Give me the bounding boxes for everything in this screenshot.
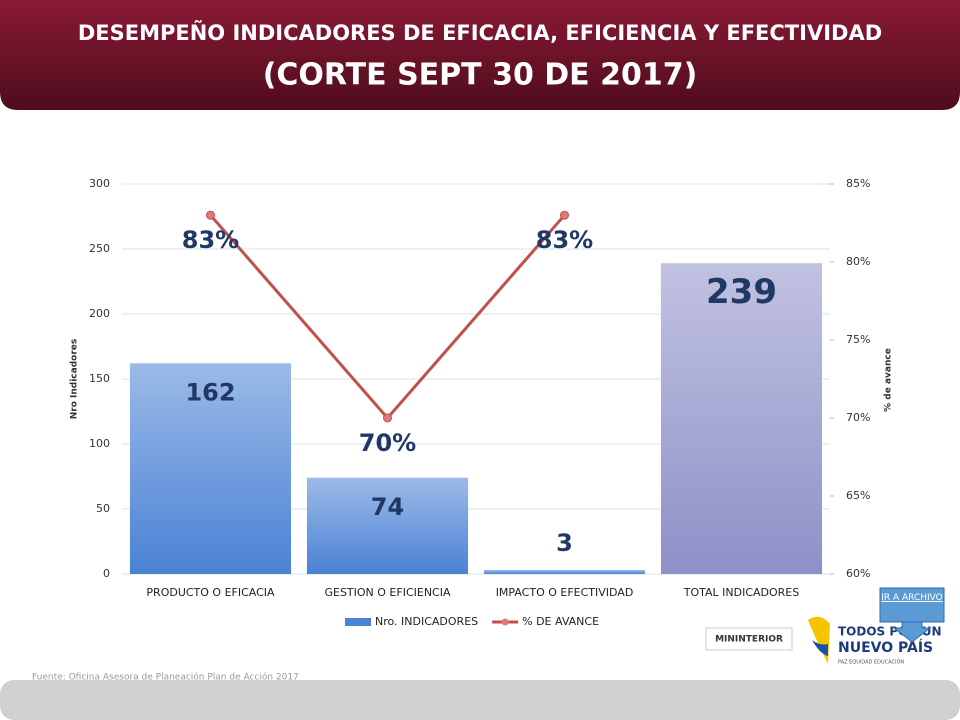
x-tick-label: GESTION O EFICIENCIA (324, 586, 451, 599)
footer-bar (0, 680, 960, 720)
y2-axis-title: % de avance (884, 348, 894, 412)
logo-mininterior: MININTERIOR (715, 635, 783, 645)
y2-tick-label: 75% (846, 333, 870, 346)
logo-box (705, 627, 793, 651)
x-tick-label: IMPACTO O EFECTIVIDAD (496, 586, 634, 599)
logo-flag (812, 640, 828, 656)
bar-shine (483, 570, 646, 574)
title: DESEMPEÑO INDICADORES DE EFICACIA, EFICI… (78, 20, 882, 45)
y-tick-label: 200 (89, 307, 110, 320)
logo-text: PAZ EQUIDAD EDUCACIÓN (838, 659, 904, 666)
y2-tick-label: 70% (846, 411, 870, 424)
y2-tick-label: 60% (846, 567, 870, 580)
button-label[interactable]: IR A ARCHIVO (881, 593, 943, 603)
legend-swatch (345, 618, 371, 626)
logo-flag (808, 616, 830, 664)
y-tick-label: 150 (89, 372, 110, 385)
y-tick-label: 100 (89, 437, 110, 450)
legend-label: Nro. INDICADORES (375, 615, 478, 628)
y-axis-title: Nro Indicadores (70, 339, 80, 420)
y-tick-label: 50 (96, 502, 110, 515)
button-body[interactable] (879, 587, 945, 623)
y2-tick-label: 80% (846, 255, 870, 268)
bar-value-label: 74 (371, 493, 404, 521)
y2-tick-label: 85% (846, 177, 870, 190)
source: Fuente: Oficina Asesora de Planeación Pl… (32, 672, 299, 683)
y-tick-label: 300 (89, 177, 110, 190)
bar-value-label: 239 (706, 272, 777, 312)
header-banner (0, 0, 960, 110)
logo-text: NUEVO PAÍS (838, 639, 933, 656)
bar-shine (306, 477, 469, 574)
y-tick-label: 250 (89, 242, 110, 255)
bar-shine (660, 263, 823, 574)
y-tick-label: 0 (103, 567, 110, 580)
y2-tick-label: 65% (846, 489, 870, 502)
line-value-label: 83% (182, 226, 239, 254)
line-marker (560, 210, 569, 220)
subtitle: (CORTE SEPT 30 DE 2017) (263, 58, 698, 93)
x-tick-label: TOTAL INDICADORES (683, 586, 800, 599)
button-arrow[interactable] (892, 621, 932, 643)
line-value-label: 83% (536, 226, 593, 254)
line-marker (206, 210, 215, 220)
legend-label: % DE AVANCE (522, 615, 599, 628)
bar-shine (129, 363, 292, 574)
bar-value-label: 162 (185, 378, 235, 406)
archive-button[interactable]: IR A ARCHIVO (879, 587, 945, 643)
bar-value-label: 3 (556, 529, 573, 557)
line-marker (383, 413, 392, 423)
x-tick-label: PRODUCTO O EFICACIA (146, 586, 275, 599)
line-value-label: 70% (359, 429, 416, 457)
legend-swatch (501, 618, 509, 626)
button-label-box[interactable]: IR A ARCHIVO (880, 588, 944, 622)
